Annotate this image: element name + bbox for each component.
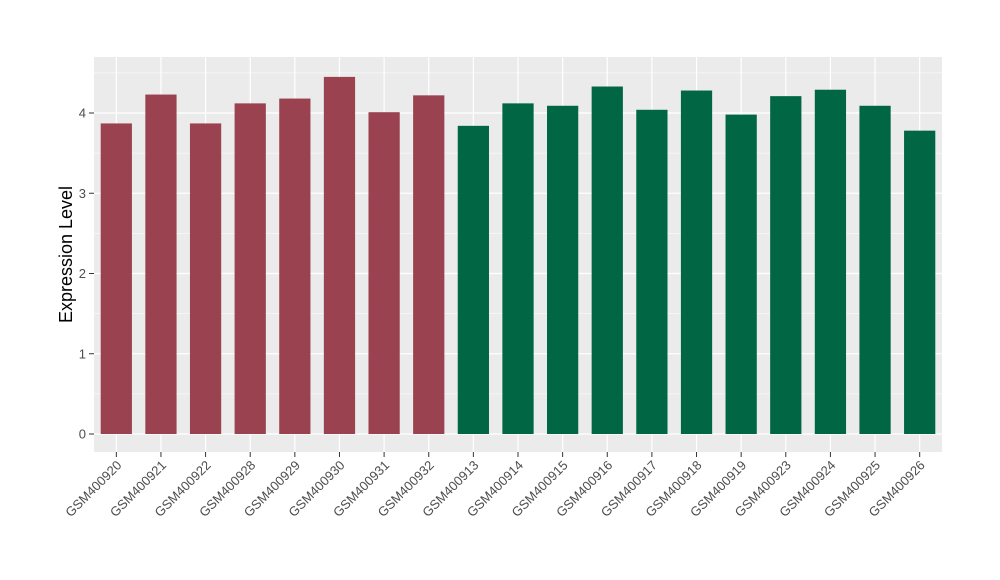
bar-GSM400922 bbox=[189, 123, 222, 435]
bar-GSM400921 bbox=[145, 94, 177, 434]
bar-GSM400925 bbox=[859, 105, 891, 434]
bar-GSM400917 bbox=[636, 109, 668, 434]
bars bbox=[100, 76, 936, 435]
bar-GSM400928 bbox=[234, 103, 266, 435]
bar-GSM400932 bbox=[413, 95, 445, 434]
bar-GSM400918 bbox=[680, 90, 713, 434]
bar-GSM400916 bbox=[591, 86, 623, 434]
bar-GSM400913 bbox=[457, 125, 489, 434]
y-tick-label: 4 bbox=[79, 106, 86, 121]
bar-GSM400926 bbox=[904, 130, 936, 434]
bar-GSM400920 bbox=[100, 123, 132, 435]
bar-GSM400915 bbox=[547, 105, 579, 434]
y-tick-label: 3 bbox=[79, 186, 86, 201]
bar-GSM400931 bbox=[368, 112, 400, 434]
bar-GSM400929 bbox=[279, 98, 311, 435]
y-tick-label: 2 bbox=[79, 266, 86, 281]
bar-GSM400930 bbox=[323, 76, 356, 434]
y-tick-label: 1 bbox=[79, 346, 86, 361]
y-axis-title: Expression Level bbox=[56, 186, 76, 323]
bar-GSM400914 bbox=[502, 103, 534, 435]
y-tick-label: 0 bbox=[79, 427, 86, 442]
x-axis: GSM400920GSM400921GSM400922GSM400928GSM4… bbox=[62, 452, 928, 520]
bar-GSM400923 bbox=[770, 96, 802, 435]
bar-GSM400919 bbox=[725, 114, 757, 434]
y-axis: 0 1 2 3 4 bbox=[79, 106, 94, 442]
bar-GSM400924 bbox=[814, 89, 847, 434]
